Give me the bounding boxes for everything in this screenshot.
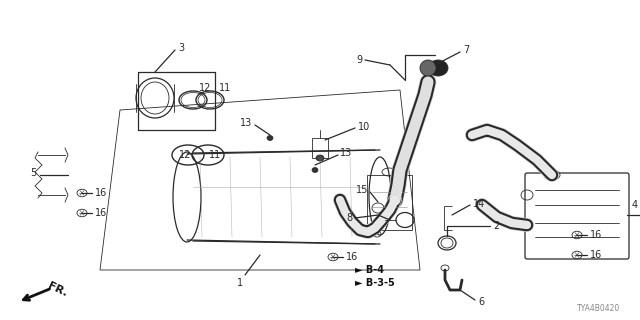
Ellipse shape — [428, 60, 448, 76]
Text: 8: 8 — [346, 213, 352, 223]
Text: TYA4B0420: TYA4B0420 — [577, 304, 620, 313]
Text: 5: 5 — [29, 168, 36, 178]
Text: 4: 4 — [632, 200, 638, 210]
Text: FR.: FR. — [46, 281, 69, 299]
Text: 15: 15 — [356, 185, 368, 195]
Ellipse shape — [316, 155, 324, 161]
Text: 10: 10 — [358, 122, 371, 132]
Text: ► B-3-5: ► B-3-5 — [355, 278, 395, 288]
Text: 16: 16 — [95, 208, 108, 218]
Text: 16: 16 — [590, 230, 602, 240]
Text: 16: 16 — [590, 250, 602, 260]
Text: 14: 14 — [473, 199, 485, 209]
Text: 16: 16 — [346, 252, 358, 262]
Text: 2: 2 — [493, 221, 499, 231]
Text: 6: 6 — [478, 297, 484, 307]
Text: 11: 11 — [219, 83, 231, 93]
Text: 13: 13 — [240, 118, 252, 128]
Text: 3: 3 — [178, 43, 184, 53]
Text: ► B-4: ► B-4 — [355, 265, 384, 275]
Text: 11: 11 — [209, 150, 221, 160]
Text: 1: 1 — [237, 278, 243, 288]
Text: 7: 7 — [463, 45, 469, 55]
Text: 12: 12 — [179, 150, 191, 160]
Ellipse shape — [267, 135, 273, 140]
Text: 13: 13 — [340, 148, 352, 158]
Text: 16: 16 — [95, 188, 108, 198]
Ellipse shape — [312, 167, 318, 172]
Text: 12: 12 — [199, 83, 211, 93]
Text: 9: 9 — [356, 55, 362, 65]
Ellipse shape — [420, 60, 436, 76]
